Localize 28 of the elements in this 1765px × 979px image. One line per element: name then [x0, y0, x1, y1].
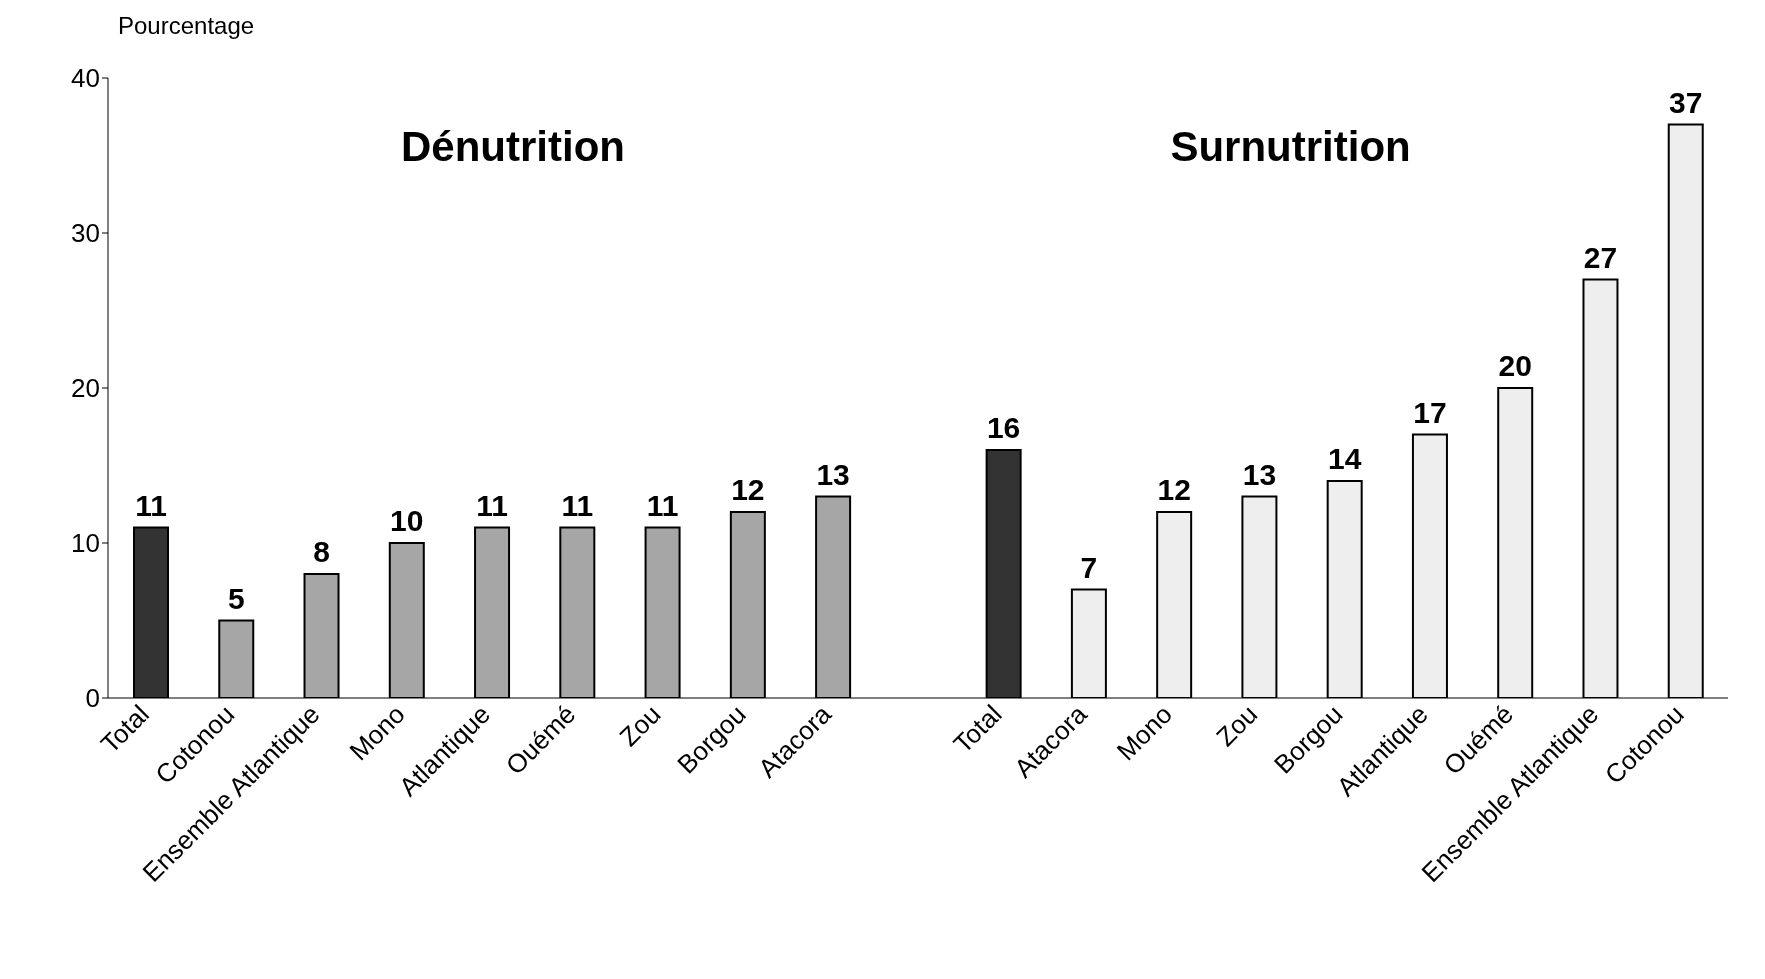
annotation: Dénutrition [401, 123, 625, 171]
data-label: 27 [1583, 240, 1618, 274]
data-label: 10 [390, 504, 424, 537]
annotation: Surnutrition [1170, 123, 1411, 171]
data-label: 11 [561, 488, 594, 522]
x-tick-label: Zou [613, 699, 667, 752]
data-label: 12 [731, 473, 765, 506]
data-label: 17 [1413, 395, 1447, 429]
data-label: 20 [1498, 349, 1532, 382]
data-label: 11 [135, 488, 167, 522]
y-tick-label: 0 [85, 683, 100, 714]
data-label: 16 [986, 411, 1021, 444]
data-label: 8 [313, 535, 330, 568]
data-label: 11 [646, 488, 679, 522]
data-label: 37 [1669, 85, 1703, 119]
y-tick-label: 30 [71, 218, 100, 249]
y-tick-label: 40 [71, 63, 100, 94]
data-label: 12 [1157, 473, 1191, 506]
y-tick-label: 20 [71, 373, 100, 404]
data-label: 14 [1328, 442, 1362, 475]
x-tick-label: Zou [1210, 699, 1264, 752]
data-label: 13 [1242, 457, 1277, 491]
data-label: 13 [816, 457, 850, 491]
y-tick-label: 10 [71, 528, 100, 559]
y-axis-title: Pourcentage [118, 12, 255, 40]
data-label: 11 [476, 488, 508, 522]
data-label: 7 [1080, 550, 1098, 584]
data-label: 5 [227, 581, 245, 615]
